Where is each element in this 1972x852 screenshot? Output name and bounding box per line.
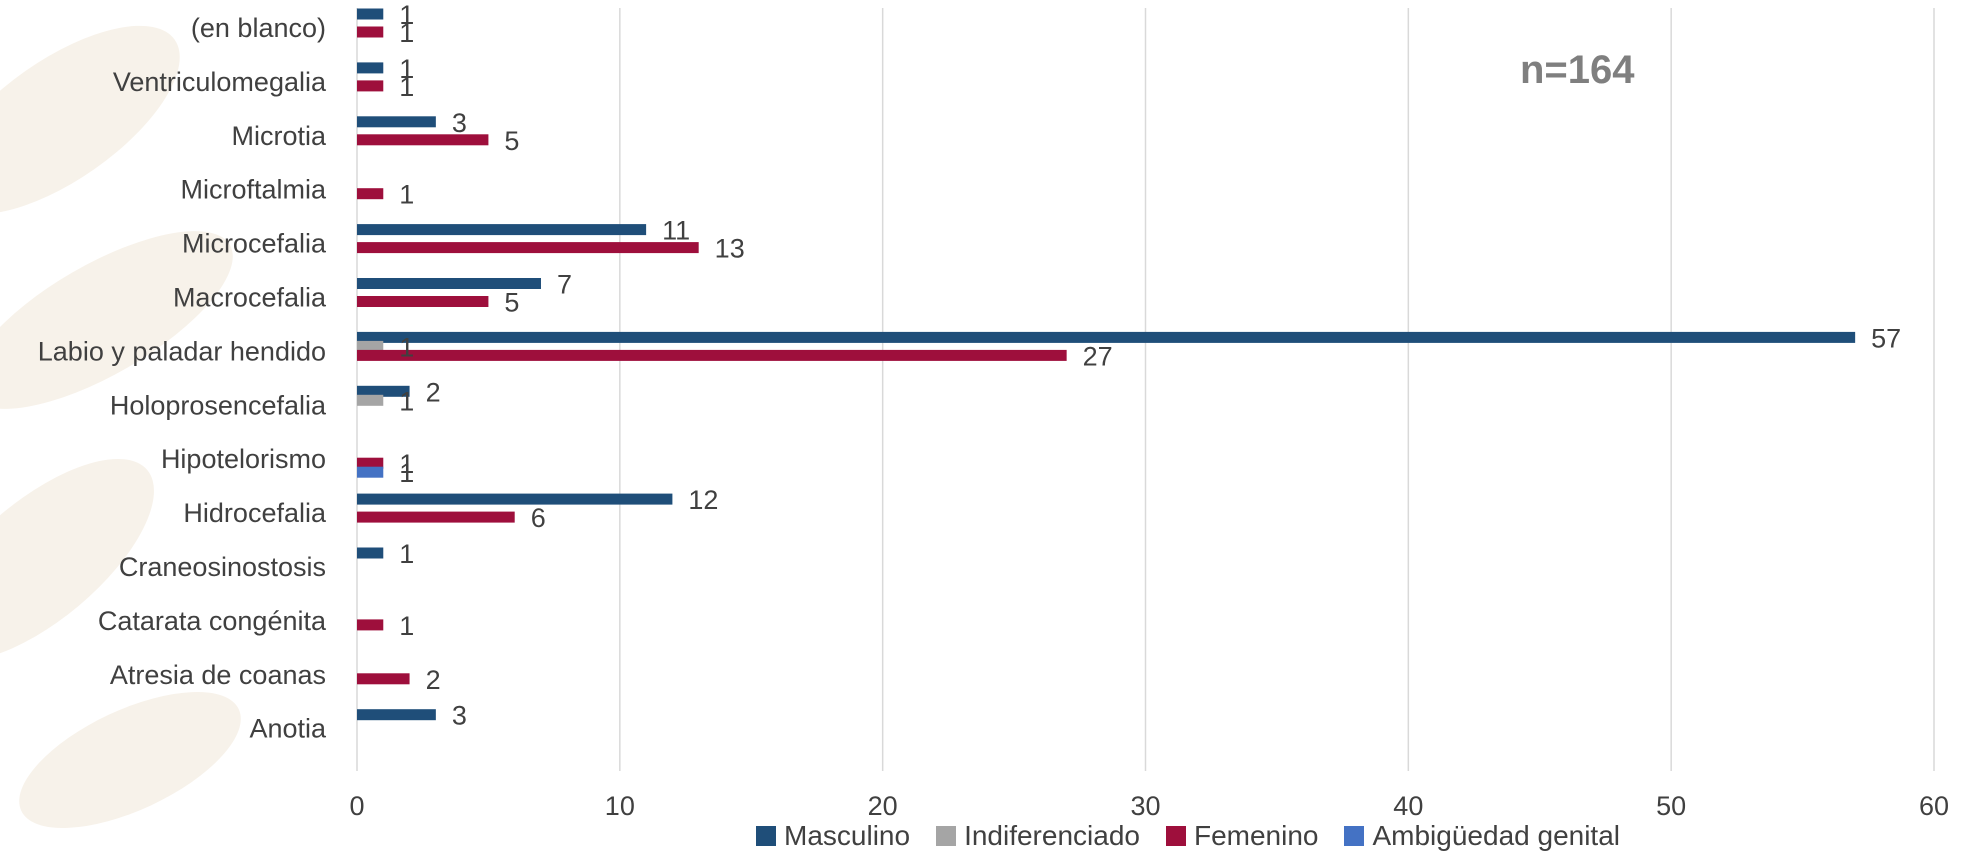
data-label-femenino-en-blanco: 1: [399, 18, 414, 48]
bar-masculino-macrocefalia: [357, 278, 541, 289]
data-label-femenino-catarata-congenita: 1: [399, 611, 414, 641]
data-label-masculino-hidrocefalia: 12: [688, 485, 718, 515]
legend-swatch-ambiguedad-genital: [1344, 826, 1365, 846]
legend-item-femenino: Femenino: [1165, 820, 1319, 852]
data-label-masculino-anotia: 3: [452, 701, 467, 731]
bar-femenino-hidrocefalia: [357, 511, 515, 523]
bar-masculino-hidrocefalia: [357, 493, 673, 505]
y-tick-label-hidrocefalia: Hidrocefalia: [183, 498, 327, 528]
bar-masculino-craneosinostosis: [357, 547, 384, 559]
data-label-masculino-holoprosencefalia: 2: [426, 377, 441, 407]
legend-item-indiferenciado: Indiferenciado: [936, 820, 1140, 852]
bar-femenino-macrocefalia: [357, 296, 489, 307]
y-tick-label-holoprosencefalia: Holoprosencefalia: [110, 390, 327, 420]
data-label-femenino-labio-y-paladar-hendido: 27: [1083, 341, 1113, 371]
y-tick-label-catarata-congenita: Catarata congénita: [98, 606, 327, 636]
x-tick-label: 0: [349, 791, 364, 821]
bar-masculino-en-blanco: [357, 8, 384, 20]
data-label-femenino-hidrocefalia: 6: [531, 503, 546, 533]
data-label-masculino-labio-y-paladar-hendido: 57: [1871, 323, 1901, 353]
legend-swatch-masculino: [756, 826, 776, 846]
y-tick-label-anotia: Anotia: [249, 714, 327, 744]
bar-masculino-labio-y-paladar-hendido: [357, 331, 1856, 343]
x-tick-label: 50: [1656, 791, 1686, 821]
bar-femenino-microcefalia: [357, 242, 699, 254]
bar-masculino-ventriculomegalia: [357, 62, 384, 74]
x-tick-label: 60: [1919, 791, 1949, 821]
legend-swatch-femenino: [1165, 826, 1186, 846]
x-tick-label: 20: [868, 791, 898, 821]
y-tick-label-hipotelorismo: Hipotelorismo: [161, 444, 326, 474]
data-label-femenino-macrocefalia: 5: [504, 288, 519, 318]
data-label-femenino-atresia-de-coanas: 2: [426, 665, 441, 695]
bar-femenino-catarata-congenita: [357, 619, 384, 631]
y-tick-label-microcefalia: Microcefalia: [182, 229, 327, 259]
legend-item-masculino: Masculino: [756, 820, 910, 852]
bar-masculino-anotia: [357, 709, 436, 721]
y-tick-label-labio-y-paladar-hendido: Labio y paladar hendido: [38, 336, 326, 366]
legend-label-ambiguedad-genital: Ambigüedad genital: [1372, 820, 1620, 851]
legend-label-indiferenciado: Indiferenciado: [964, 820, 1140, 851]
data-label-masculino-microtia: 3: [452, 108, 467, 138]
data-label-femenino-ventriculomegalia: 1: [399, 72, 414, 102]
y-tick-label-craneosinostosis: Craneosinostosis: [119, 552, 326, 582]
data-label-masculino-ventriculomegalia: 1: [399, 54, 414, 84]
bar-masculino-holoprosencefalia: [357, 385, 410, 397]
data-label-indiferenciado-labio-y-paladar-hendido: 1: [399, 332, 414, 362]
bar-ambiguedad-genital-hipotelorismo: [357, 466, 384, 478]
data-label-femenino-hipotelorismo: 1: [399, 449, 414, 479]
data-label-ambiguedad-genital-hipotelorismo: 1: [399, 458, 414, 488]
y-tick-label-microtia: Microtia: [231, 121, 326, 151]
bar-femenino-hipotelorismo: [357, 457, 384, 469]
data-label-indiferenciado-holoprosencefalia: 1: [399, 386, 414, 416]
bar-femenino-ventriculomegalia: [357, 80, 384, 92]
y-tick-label-ventriculomegalia: Ventriculomegalia: [113, 67, 327, 97]
sample-size-annotation: n=164: [1520, 48, 1635, 92]
bar-femenino-labio-y-paladar-hendido: [357, 349, 1067, 361]
y-tick-label-microftalmia: Microftalmia: [180, 175, 327, 205]
y-tick-label-atresia-de-coanas: Atresia de coanas: [110, 660, 326, 690]
bar-indiferenciado-labio-y-paladar-hendido: [357, 340, 384, 352]
bar-indiferenciado-holoprosencefalia: [357, 394, 384, 406]
data-label-masculino-craneosinostosis: 1: [399, 539, 414, 569]
bar-masculino-microcefalia: [357, 224, 647, 236]
bar-femenino-en-blanco: [357, 26, 384, 38]
bar-masculino-microtia: [357, 116, 436, 128]
legend-label-femenino: Femenino: [1193, 820, 1319, 851]
bar-femenino-microftalmia: [357, 188, 384, 200]
x-tick-label: 10: [605, 791, 635, 821]
legend-label-masculino: Masculino: [784, 820, 911, 851]
y-tick-label-macrocefalia: Macrocefalia: [173, 283, 327, 313]
x-tick-label: 40: [1393, 791, 1423, 821]
y-tick-label-en-blanco: (en blanco): [191, 13, 326, 43]
bar-femenino-atresia-de-coanas: [357, 673, 410, 685]
data-label-masculino-macrocefalia: 7: [557, 270, 572, 300]
data-label-masculino-microcefalia: 11: [662, 216, 690, 246]
data-label-femenino-microcefalia: 13: [715, 234, 745, 264]
data-label-femenino-microtia: 5: [504, 126, 519, 156]
legend-item-ambiguedad-genital: Ambigüedad genital: [1344, 820, 1620, 852]
legend-swatch-indiferenciado: [936, 826, 957, 846]
data-label-femenino-microftalmia: 1: [399, 180, 414, 210]
x-tick-label: 30: [1130, 791, 1160, 821]
chart-legend: Masculino Indiferenciado Femenino Ambigü…: [756, 820, 1620, 852]
bar-femenino-microtia: [357, 134, 489, 146]
data-label-masculino-en-blanco: 1: [399, 0, 414, 30]
